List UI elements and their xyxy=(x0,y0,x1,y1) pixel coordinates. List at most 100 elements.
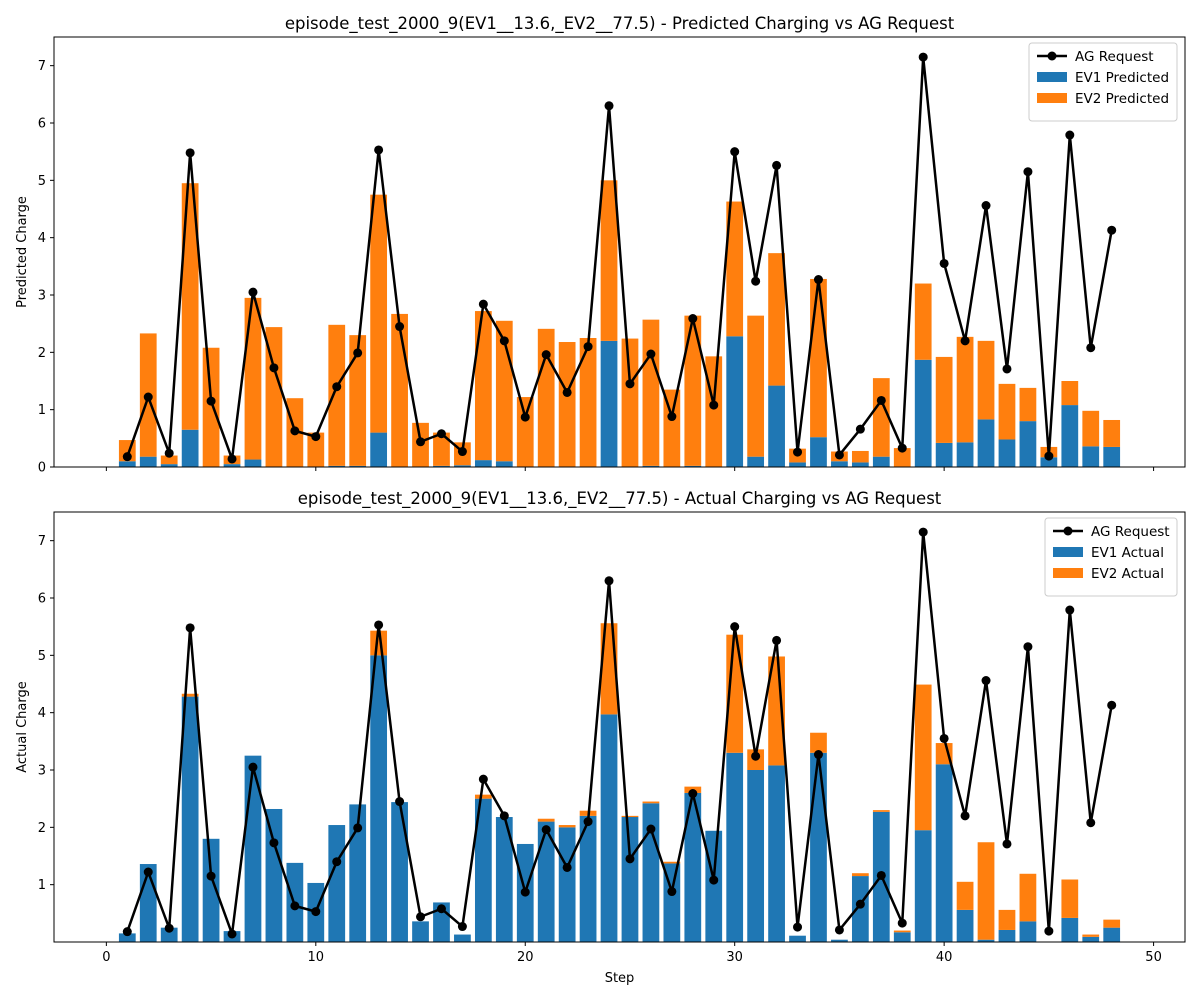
ag-request-point-step-46 xyxy=(1065,130,1075,140)
bar-ev1-actual-step-41 xyxy=(956,909,974,942)
y-tick-label: 7 xyxy=(38,59,46,74)
bar-ev1-predicted-step-19 xyxy=(495,461,513,467)
ag-request-point-step-8 xyxy=(269,363,279,373)
bar-ev2-predicted-step-21 xyxy=(537,328,555,467)
ag-request-point-step-17 xyxy=(457,922,467,932)
bar-ev2-actual-step-46 xyxy=(1061,879,1079,918)
bar-ev2-predicted-step-4 xyxy=(181,183,199,430)
ag-request-point-step-24 xyxy=(604,576,614,586)
x-tick-label: 30 xyxy=(726,950,743,965)
ag-request-point-step-14 xyxy=(395,322,405,332)
ag-request-point-step-7 xyxy=(248,762,258,772)
legend-bar-swatch xyxy=(1037,72,1067,82)
bar-ev2-predicted-step-27 xyxy=(663,389,681,467)
legend-marker-swatch xyxy=(1063,526,1073,536)
ag-request-point-step-29 xyxy=(709,875,719,885)
ag-request-point-step-9 xyxy=(290,901,300,911)
ag-request-point-step-15 xyxy=(416,437,426,447)
ag-request-point-step-34 xyxy=(813,750,823,760)
bar-ev1-predicted-step-17 xyxy=(454,465,471,467)
ag-request-point-step-24 xyxy=(604,101,614,111)
bar-ev2-actual-step-40 xyxy=(935,743,953,765)
ag-request-point-step-45 xyxy=(1044,926,1054,936)
bar-ev1-predicted-step-34 xyxy=(810,437,827,467)
bar-ev2-predicted-step-31 xyxy=(747,315,765,457)
ag-request-point-step-21 xyxy=(541,350,551,360)
predicted-charging-subplot: 0 1 2 3 4 5 6 7 episode_test_2000_9(EV1__13.6,_E… xyxy=(15,14,1186,476)
ag-request-point-step-4 xyxy=(185,623,195,633)
ag-request-point-step-35 xyxy=(834,450,844,460)
ag-request-point-step-12 xyxy=(353,348,363,358)
ag-request-point-step-8 xyxy=(269,838,279,848)
ag-request-point-step-47 xyxy=(1086,818,1096,828)
ag-request-point-step-26 xyxy=(646,349,656,359)
bar-ev1-predicted-step-37 xyxy=(872,456,890,467)
ag-request-point-step-40 xyxy=(939,733,949,743)
x-axis-label: Step xyxy=(605,971,635,986)
ag-request-point-step-6 xyxy=(227,929,237,939)
x-tick-label: 20 xyxy=(517,950,534,965)
bar-ev1-predicted-step-32 xyxy=(768,385,785,467)
ag-request-point-step-21 xyxy=(541,825,551,835)
bar-ev2-predicted-step-34 xyxy=(810,278,827,438)
bar-ev1-predicted-step-30 xyxy=(726,336,744,467)
y-tick-label: 5 xyxy=(38,174,46,189)
bar-ev1-actual-step-22 xyxy=(558,827,576,942)
ag-request-point-step-28 xyxy=(688,789,698,799)
ag-request-point-step-19 xyxy=(499,336,509,346)
ag-request-point-step-38 xyxy=(897,918,907,928)
bar-ev1-actual-step-31 xyxy=(747,770,765,942)
bar-ev2-predicted-step-12 xyxy=(349,335,367,466)
y-tick-label: 6 xyxy=(38,592,46,607)
bar-ev1-predicted-step-2 xyxy=(139,456,157,467)
ag-request-point-step-46 xyxy=(1065,605,1075,615)
bar-ev2-actual-step-21 xyxy=(537,818,555,822)
y-tick-label: 4 xyxy=(38,231,46,246)
ag-request-point-step-44 xyxy=(1023,167,1033,177)
ag-request-point-step-42 xyxy=(981,201,991,211)
bar-ev1-actual-step-27 xyxy=(663,863,681,942)
bar-ev1-actual-step-44 xyxy=(1019,921,1037,942)
x-tick-label: 0 xyxy=(102,950,110,965)
bar-ev1-actual-step-35 xyxy=(831,939,848,942)
bar-ev1-actual-step-14 xyxy=(391,802,408,942)
bar-ev2-predicted-step-20 xyxy=(516,397,534,467)
bar-ev1-predicted-step-31 xyxy=(747,456,765,467)
ag-request-point-step-39 xyxy=(918,52,928,62)
ag-request-point-step-23 xyxy=(583,817,593,827)
bar-ev2-predicted-step-25 xyxy=(621,338,639,467)
bar-ev1-actual-step-11 xyxy=(328,825,346,942)
ag-request-point-step-18 xyxy=(478,299,488,309)
ag-request-point-step-43 xyxy=(1002,364,1012,374)
bar-ev1-predicted-step-44 xyxy=(1019,421,1037,467)
ag-request-point-step-13 xyxy=(374,145,384,155)
bar-ev2-predicted-step-41 xyxy=(956,336,974,443)
ag-request-point-step-3 xyxy=(164,923,174,933)
bar-ev1-predicted-step-40 xyxy=(935,442,953,467)
bar-ev2-predicted-step-8 xyxy=(265,327,283,467)
ag-request-point-step-9 xyxy=(290,426,300,436)
legend-label: EV2 Actual xyxy=(1091,566,1164,582)
bar-ev1-predicted-step-7 xyxy=(244,459,262,467)
actual-charging-subplot: 1 2 3 4 5 6 7 0 10 20 30 40 50 episode_test_2000_9(EV… xyxy=(15,489,1186,986)
bar-ev2-predicted-step-40 xyxy=(935,356,953,443)
ag-request-point-step-20 xyxy=(520,412,530,422)
legend-bar-swatch xyxy=(1037,93,1067,103)
ag-request-point-step-22 xyxy=(562,387,572,397)
bar-ev1-predicted-step-28 xyxy=(684,465,702,467)
bar-ev1-actual-step-33 xyxy=(789,935,806,942)
bar-ev1-actual-step-28 xyxy=(684,792,702,942)
ag-request-point-step-4 xyxy=(185,148,195,158)
ag-request-point-step-11 xyxy=(332,857,342,867)
bar-ev2-predicted-step-18 xyxy=(474,311,492,461)
ag-request-point-step-17 xyxy=(457,447,467,457)
ag-request-point-step-41 xyxy=(960,811,970,821)
ag-request-point-step-20 xyxy=(520,887,530,897)
x-tick-label: 50 xyxy=(1145,950,1162,965)
bar-ev2-predicted-step-29 xyxy=(705,356,723,467)
ag-request-point-step-47 xyxy=(1086,343,1096,353)
ag-request-point-step-3 xyxy=(164,448,174,458)
legend-label: AG Request xyxy=(1091,524,1170,540)
legend-label: EV1 Actual xyxy=(1091,545,1164,561)
